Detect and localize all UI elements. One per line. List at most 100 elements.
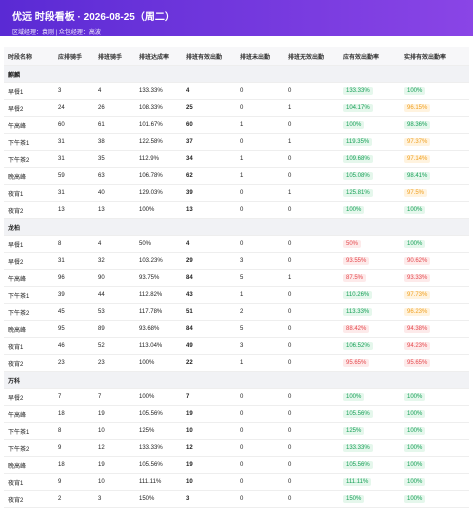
cell: 24 — [54, 99, 94, 117]
column-header: 时段名称 — [4, 47, 54, 66]
data-row: 早餐1 8 4 50% 4 0 0 50% 100% — [4, 235, 469, 253]
rate-badge: 94.38% — [404, 325, 431, 333]
cell: 10 — [94, 473, 135, 491]
column-header: 排班未出勤 — [236, 47, 284, 66]
cell: 0 — [284, 116, 339, 134]
slot-name: 下午茶1 — [4, 422, 54, 440]
cell: 10 — [182, 422, 236, 440]
cell: 129.03% — [135, 184, 182, 202]
cell: 96 — [54, 269, 94, 287]
cell: 1 — [284, 133, 339, 151]
cell: 52 — [94, 337, 135, 355]
cell: 10 — [182, 473, 236, 491]
cell: 1 — [284, 269, 339, 287]
rate-badge: 100% — [343, 206, 365, 214]
cell: 1 — [236, 150, 284, 168]
data-row: 下午茶1 39 44 112.82% 43 1 0 110.26% 97.73% — [4, 286, 469, 304]
rate-cell: 100% — [400, 235, 469, 253]
column-header: 应有效出勤率 — [339, 47, 400, 66]
cell: 60 — [182, 116, 236, 134]
cell: 0 — [236, 133, 284, 151]
rate-cell: 100% — [339, 116, 400, 134]
rate-badge: 113.33% — [343, 308, 373, 316]
slot-name: 夜宵1 — [4, 184, 54, 202]
rate-cell: 150% — [339, 490, 400, 508]
rate-cell: 100% — [400, 456, 469, 474]
cell: 10 — [94, 422, 135, 440]
cell: 3 — [94, 490, 135, 508]
cell: 0 — [284, 490, 339, 508]
rate-badge: 95.65% — [404, 359, 431, 367]
cell: 46 — [54, 337, 94, 355]
rate-badge: 111.11% — [343, 478, 372, 486]
rate-cell: 94.38% — [400, 320, 469, 338]
cell: 4 — [94, 82, 135, 100]
rate-badge: 100% — [404, 240, 426, 248]
cell: 19 — [182, 405, 236, 423]
rate-cell: 104.17% — [339, 99, 400, 117]
cell: 125% — [135, 422, 182, 440]
cell: 43 — [182, 286, 236, 304]
rate-badge: 100% — [404, 393, 426, 401]
cell: 13 — [54, 201, 94, 219]
group-row: 万科 — [4, 371, 469, 389]
cell: 0 — [284, 473, 339, 491]
rate-badge: 100% — [404, 444, 426, 452]
data-row: 下午茶2 45 53 117.78% 51 2 0 113.33% 96.23% — [4, 303, 469, 321]
cell: 31 — [54, 252, 94, 270]
data-row: 夜宵1 9 10 111.11% 10 0 0 111.11% 100% — [4, 473, 469, 491]
rate-cell: 50% — [339, 235, 400, 253]
cell: 0 — [284, 167, 339, 185]
rate-badge: 150% — [343, 495, 365, 503]
cell: 0 — [284, 320, 339, 338]
cell: 3 — [236, 252, 284, 270]
cell: 5 — [236, 269, 284, 287]
cell: 63 — [94, 167, 135, 185]
rate-cell: 95.65% — [400, 354, 469, 372]
cell: 22 — [182, 354, 236, 372]
rate-badge: 96.23% — [404, 308, 431, 316]
data-row: 下午茶1 8 10 125% 10 0 0 125% 100% — [4, 422, 469, 440]
rate-badge: 119.35% — [343, 138, 373, 146]
rate-badge: 98.41% — [404, 172, 431, 180]
cell: 1 — [236, 167, 284, 185]
cell: 8 — [54, 422, 94, 440]
cell: 18 — [54, 456, 94, 474]
column-header: 应排骑手 — [54, 47, 94, 66]
column-header: 排班有效出勤 — [182, 47, 236, 66]
group-name: 万科 — [4, 371, 469, 389]
cell: 0 — [236, 388, 284, 406]
rate-cell: 100% — [400, 439, 469, 457]
cell: 59 — [54, 167, 94, 185]
group-row: 麒麟 — [4, 65, 469, 83]
slot-name: 晚高峰 — [4, 167, 54, 185]
cell: 89 — [94, 320, 135, 338]
cell: 3 — [182, 490, 236, 508]
rate-badge: 97.5% — [404, 189, 428, 197]
cell: 34 — [182, 150, 236, 168]
slot-name: 早餐2 — [4, 99, 54, 117]
cell: 18 — [54, 405, 94, 423]
cell: 0 — [236, 405, 284, 423]
cell: 31 — [54, 133, 94, 151]
cell: 122.58% — [135, 133, 182, 151]
cell: 112.9% — [135, 150, 182, 168]
data-row: 晚高峰 95 89 93.68% 84 5 0 88.42% 94.38% — [4, 320, 469, 338]
rate-badge: 97.37% — [404, 138, 431, 146]
data-row: 晚高峰 18 19 105.56% 19 0 0 105.56% 100% — [4, 456, 469, 474]
cell: 19 — [94, 456, 135, 474]
cell: 0 — [284, 303, 339, 321]
cell: 38 — [94, 133, 135, 151]
rate-badge: 97.73% — [404, 291, 431, 299]
rate-badge: 96.15% — [404, 104, 431, 112]
slot-name: 夜宵2 — [4, 354, 54, 372]
cell: 0 — [284, 150, 339, 168]
cell: 0 — [236, 422, 284, 440]
column-header: 排班无效出勤 — [284, 47, 339, 66]
cell: 0 — [284, 354, 339, 372]
cell: 49 — [182, 337, 236, 355]
cell: 23 — [54, 354, 94, 372]
data-row: 夜宵2 2 3 150% 3 0 0 150% 100% — [4, 490, 469, 508]
rate-badge: 93.33% — [404, 274, 431, 282]
cell: 25 — [182, 99, 236, 117]
